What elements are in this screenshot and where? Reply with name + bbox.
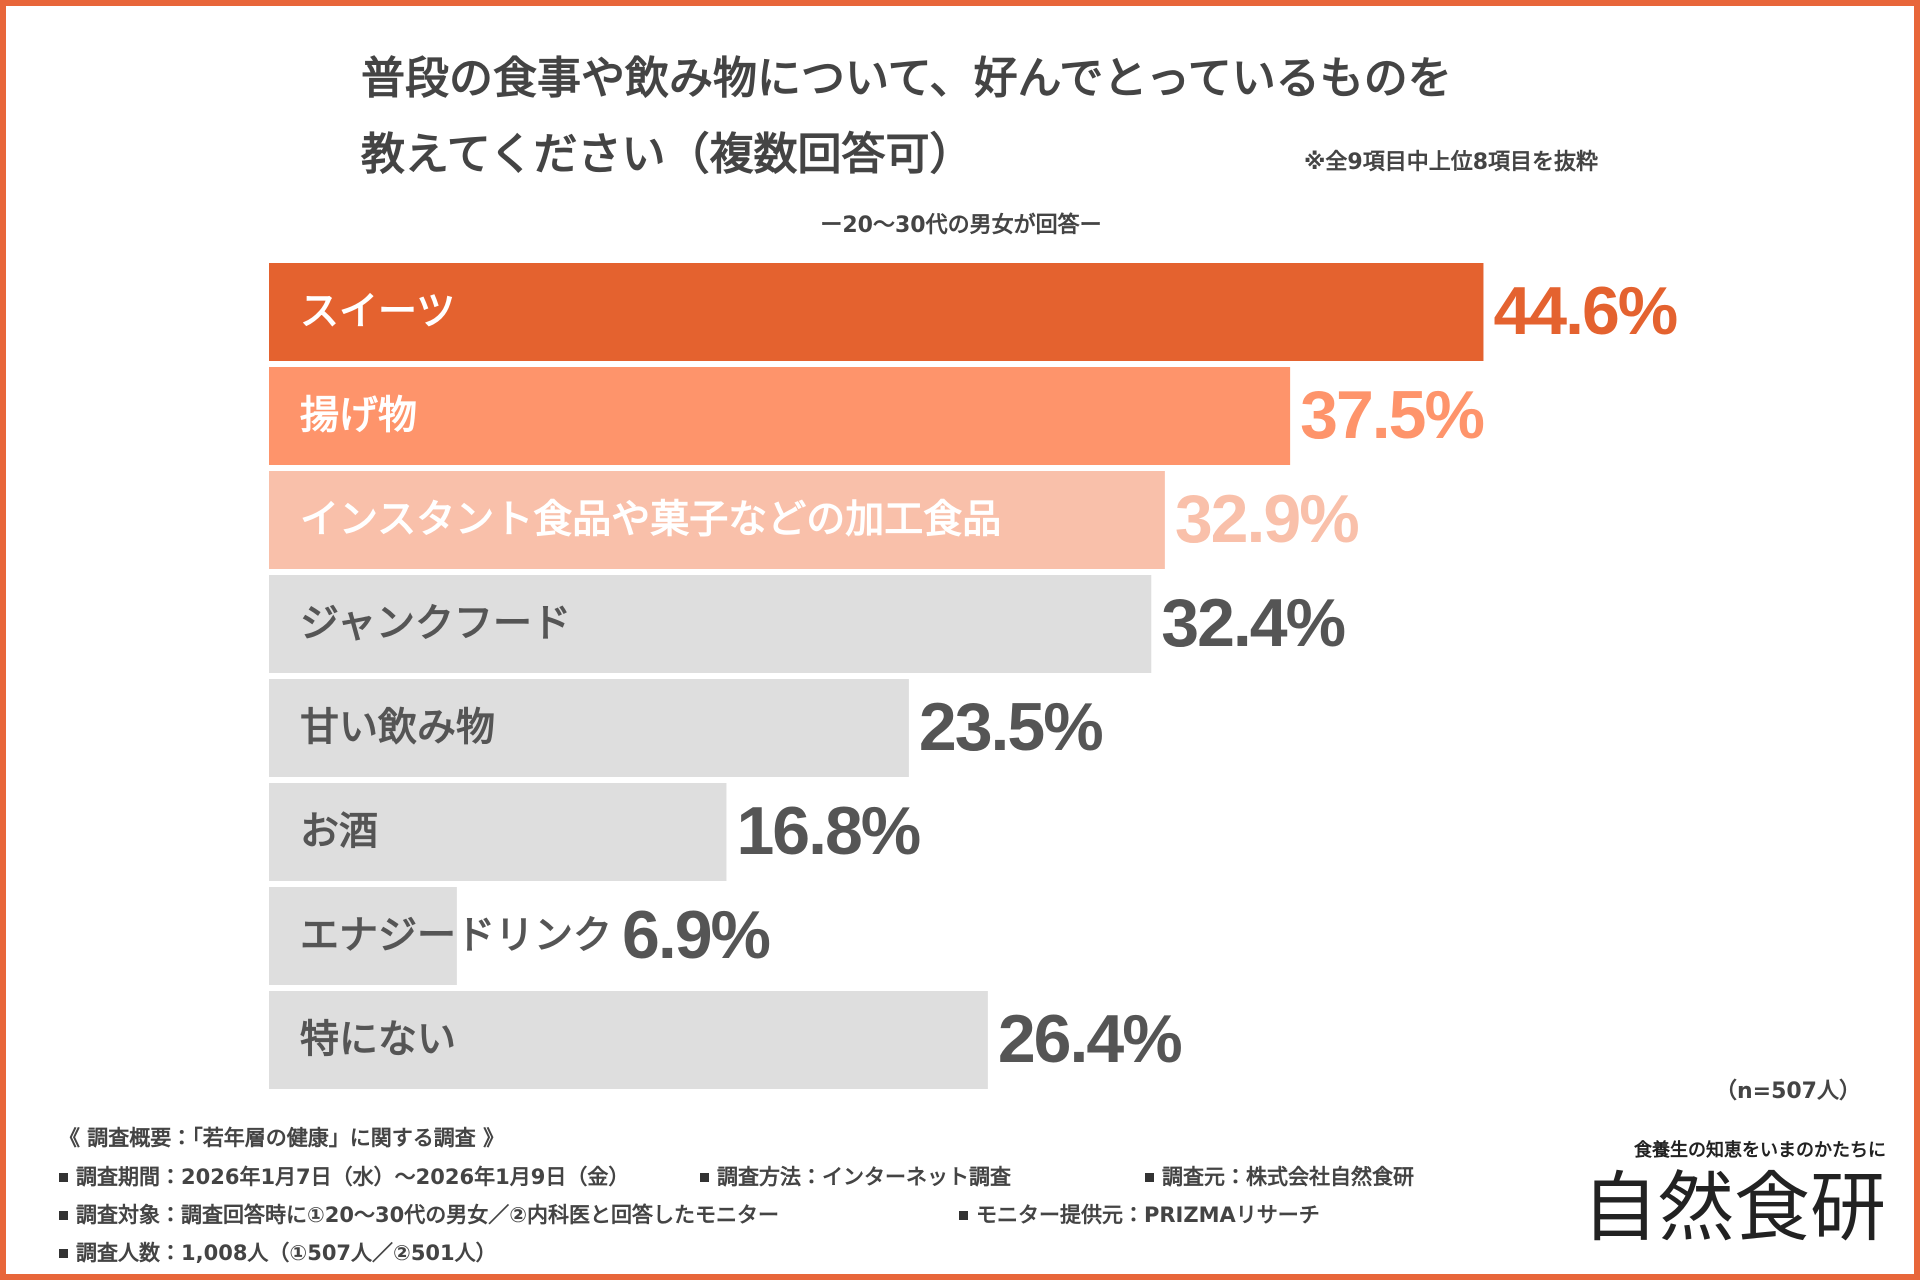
- sample-size: （n=507人）: [1715, 1079, 1861, 1104]
- bars: スイーツ 44.6% 揚げ物 37.5% インスタント食品や菓子などの加工食品 32.9%…: [269, 263, 1679, 1089]
- footer-item: 調査対象：調査回答時に①20〜30代の男女／②内科医と回答したモニター: [76, 1203, 779, 1227]
- bullet: [959, 1211, 968, 1220]
- brand-tagline: 食養生の知恵をいまのかたちに: [1634, 1139, 1886, 1161]
- category-label: インスタント食品や菓子などの加工食品: [300, 498, 1001, 543]
- value-label: 32.9%: [1175, 481, 1358, 557]
- brand-name: 自然食研: [1582, 1163, 1886, 1252]
- category-label: お酒: [300, 810, 378, 855]
- bar: [269, 679, 909, 777]
- value-label: 37.5%: [1300, 377, 1483, 453]
- category-label: 甘い飲み物: [300, 706, 495, 751]
- footer: 調査期間：2026年1月7日（水）〜2026年1月9日（金） 調査方法：インターネ…: [59, 1165, 1414, 1265]
- footer-item: 調査方法：インターネット調査: [717, 1165, 1011, 1189]
- bar: [269, 367, 1291, 465]
- subtitle: ー20〜30代の男女が回答ー: [820, 212, 1101, 238]
- note: ※全9項目中上位8項目を抜粋: [1304, 149, 1598, 175]
- bar: [269, 783, 727, 881]
- footer-item: 調査期間：2026年1月7日（水）〜2026年1月9日（金）: [76, 1165, 629, 1189]
- bar: [269, 887, 457, 985]
- category-label: スイーツ: [300, 290, 455, 335]
- bullet: [700, 1173, 709, 1182]
- value-label: 16.8%: [736, 793, 919, 869]
- value-label: 6.9%: [622, 897, 770, 973]
- footer-item: 調査元：株式会社自然食研: [1162, 1165, 1414, 1189]
- bar: [269, 263, 1484, 361]
- chart-title: 教えてください（複数回答可）: [360, 129, 973, 180]
- category-label: エナジードリンク: [300, 914, 612, 959]
- value-label: 44.6%: [1493, 273, 1676, 349]
- category-label: 特にない: [300, 1018, 456, 1063]
- bullet: [59, 1211, 68, 1220]
- bullet: [1145, 1173, 1154, 1182]
- bar: [269, 471, 1165, 569]
- chart-title: 普段の食事や飲み物について、好んでとっているものを: [361, 53, 1452, 104]
- footer-heading: 《 調査概要：「若年層の健康」に関する調査 》: [59, 1126, 504, 1150]
- bullet: [59, 1249, 68, 1258]
- category-label: ジャンクフード: [300, 602, 571, 647]
- value-label: 32.4%: [1161, 585, 1344, 661]
- bar: [269, 575, 1152, 673]
- value-label: 26.4%: [998, 1001, 1181, 1077]
- value-label: 23.5%: [919, 689, 1102, 765]
- footer-item: 調査人数：1,008人（①507人／②501人）: [76, 1241, 497, 1265]
- footer-item: モニター提供元：PRIZMAリサーチ: [976, 1203, 1320, 1227]
- bullet: [59, 1173, 68, 1182]
- category-label: 揚げ物: [300, 394, 417, 439]
- bar: [269, 991, 988, 1089]
